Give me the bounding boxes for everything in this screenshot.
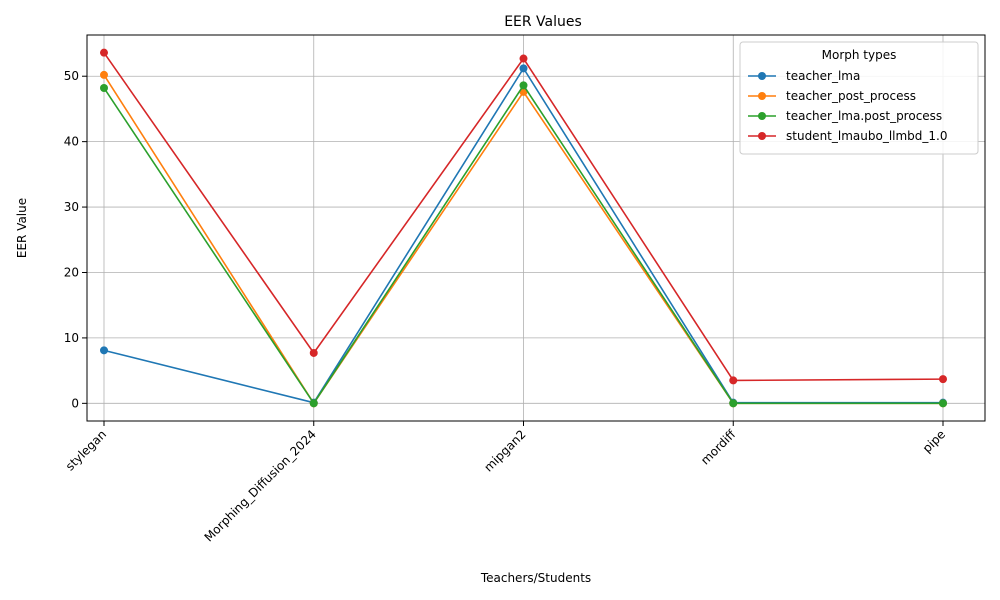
data-point (100, 346, 108, 355)
data-point (939, 399, 947, 408)
series-layer (100, 48, 947, 408)
legend-entry: student_lmaubo_llmbd_1.0 (748, 129, 948, 143)
x-tick-label: pipe (920, 427, 948, 455)
y-tick-label: 0 (71, 396, 79, 410)
legend-label: teacher_post_process (786, 89, 916, 103)
data-point (939, 375, 947, 384)
legend-swatch-marker (758, 112, 766, 120)
legend-swatch-marker (758, 72, 766, 80)
plot-frame (86, 34, 986, 422)
legend-entry: teacher_post_process (748, 89, 916, 103)
series-student_lmaubo_llmbd_1.0 (100, 48, 947, 385)
data-point (519, 54, 528, 63)
x-tick-label: mipgan2 (481, 427, 528, 474)
series-teacher_lma.post_process (100, 81, 947, 408)
chart-title: EER Values (504, 14, 582, 30)
y-axis: 0 10 20 30 40 50 (64, 69, 87, 410)
legend-label: teacher_lma (786, 69, 860, 83)
y-axis-title: EER Value (15, 198, 29, 258)
legend-swatch-marker (758, 92, 766, 100)
legend-box (739, 41, 979, 155)
data-point (519, 81, 528, 90)
y-tick-label: 30 (64, 200, 79, 214)
legend: Morph types teacher_lma teacher_post_proc… (739, 41, 979, 155)
y-tick-label: 20 (64, 265, 79, 279)
legend-label: student_lmaubo_llmbd_1.0 (786, 129, 948, 143)
data-point (309, 399, 318, 408)
legend-entry: teacher_lma (748, 69, 860, 83)
data-point (729, 376, 738, 385)
legend-entry: teacher_lma.post_process (748, 109, 942, 123)
data-point (100, 70, 108, 79)
data-point (519, 64, 528, 73)
legend-label: teacher_lma.post_process (786, 109, 942, 123)
data-point (309, 348, 318, 357)
data-point (100, 83, 108, 92)
y-tick-label: 40 (64, 135, 79, 149)
data-point (519, 87, 528, 96)
y-tick-label: 10 (64, 331, 79, 345)
legend-items: teacher_lma teacher_post_process teacher_l… (748, 69, 948, 143)
data-point (729, 399, 738, 408)
x-tick-label: Morphing_Diffusion_2024 (202, 427, 319, 544)
x-axis: stylegan Morphing_Diffusion_2024 mipgan2 mo… (63, 421, 948, 545)
legend-title: Morph types (822, 48, 897, 62)
data-point (100, 48, 108, 57)
x-axis-title: Teachers/Students (480, 571, 591, 585)
x-tick-label: mordiff (698, 427, 739, 468)
legend-swatch-marker (758, 132, 766, 140)
y-tick-label: 50 (64, 69, 79, 83)
x-tick-label: stylegan (63, 427, 109, 473)
